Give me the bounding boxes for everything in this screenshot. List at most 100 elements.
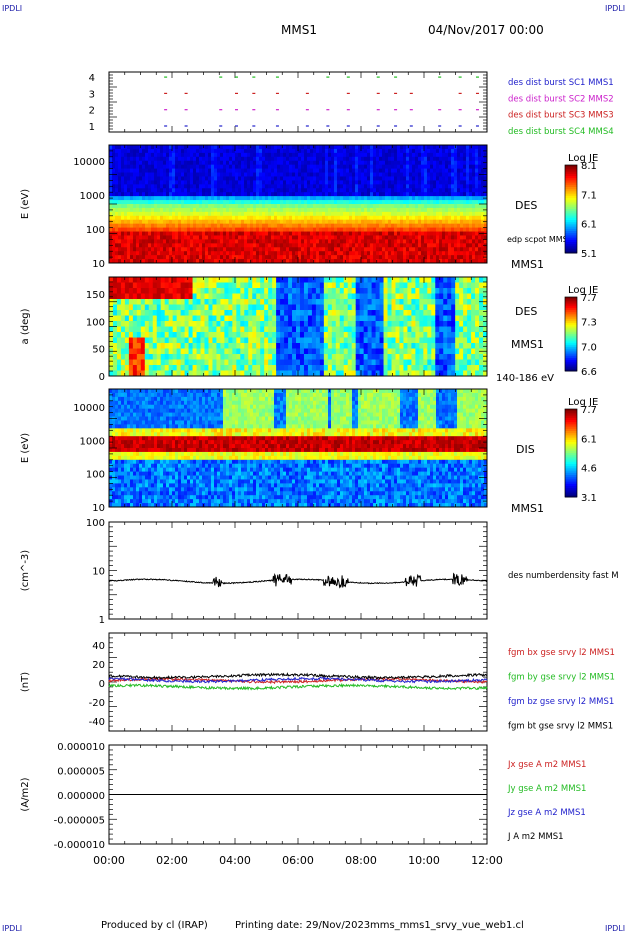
colorbar-swatch-dis-energy	[565, 453, 577, 456]
colorbar-swatch-dis-energy	[565, 426, 577, 430]
colorbar-swatch-dis-energy	[565, 483, 577, 487]
colorbar-swatch-des-pitch	[565, 356, 577, 359]
colorbar-tick-dis-energy: 3.1	[581, 493, 597, 504]
colorbar-swatch-des-energy	[565, 235, 577, 239]
colorbar-tick-des-pitch: 7.7	[581, 293, 597, 304]
colorbar-swatch-des-pitch	[565, 363, 577, 366]
colorbar-swatch-des-pitch	[565, 328, 577, 331]
colorbar-swatch-des-energy	[565, 187, 577, 190]
colorbar-tick-des-energy: 6.1	[581, 220, 597, 231]
spacecraft-label-dis-energy: MMS1	[511, 502, 544, 515]
colorbar-swatch-dis-energy	[565, 492, 577, 496]
colorbar-tick-des-energy: 7.1	[581, 190, 597, 201]
colorbar-swatch-dis-energy	[565, 488, 577, 491]
colorbar-title-dis-energy: Log JE	[568, 397, 598, 408]
colorbar-swatch-des-energy	[565, 215, 577, 219]
colorbar-swatch-dis-energy	[565, 477, 577, 480]
fgm-series-line	[108, 672, 488, 680]
colorbar-swatch-des-energy	[565, 165, 577, 168]
ytick-label-fgm: -20	[89, 698, 105, 709]
ytick-label-current: -0.000005	[54, 816, 105, 827]
ytick-label-des-pitch: 150	[86, 290, 105, 301]
colorbar-swatch-des-pitch	[565, 300, 577, 304]
colorbar-swatch-des-pitch	[565, 321, 577, 324]
des-energy-spectrogram	[109, 145, 488, 264]
header-spacecraft: MMS1	[281, 23, 317, 37]
colorbar-swatch-des-energy	[565, 173, 577, 177]
colorbar-swatch-des-pitch	[565, 297, 577, 300]
ytick-label-burst: 4	[89, 73, 95, 84]
footer-printing-date: Printing date: 29/Nov/2023	[235, 920, 371, 931]
colorbar-swatch-dis-energy	[565, 444, 577, 447]
legend-burst-sc1: des dist burst SC1 MMS1	[508, 78, 614, 88]
ytick-label-fgm: 40	[92, 641, 105, 652]
legend-burst-sc4: des dist burst SC4 MMS4	[508, 127, 614, 137]
corner-label-top-left: IPDLI	[2, 4, 23, 13]
colorbar-swatch-dis-energy	[565, 470, 577, 474]
ytick-label-current: 0.000005	[57, 767, 105, 778]
colorbar-swatch-des-pitch	[565, 343, 577, 346]
y-axis-label-des-energy: E (eV)	[20, 189, 31, 219]
legend-fgm: fgm bz gse srvy l2 MMS1	[508, 697, 614, 707]
colorbar-swatch-dis-energy	[565, 490, 577, 494]
ytick-label-fgm: 20	[92, 660, 105, 671]
legend-burst-sc2: des dist burst SC2 MMS2	[508, 94, 614, 104]
colorbar-swatch-des-energy	[565, 217, 577, 221]
legend-current: Jy gse A m2 MMS1	[507, 784, 586, 794]
ytick-label-current: -0.000010	[54, 840, 105, 851]
colorbar-swatch-des-pitch	[565, 337, 577, 341]
ytick-label-density: 10	[92, 567, 105, 578]
colorbar-swatch-des-pitch	[565, 315, 577, 318]
fgm-series-line	[108, 676, 488, 685]
xtick-label: 08:00	[345, 854, 377, 867]
footer-produced-by: Produced by cl (IRAP)	[101, 920, 208, 931]
y-axis-label-fgm: (nT)	[20, 672, 31, 692]
ytick-label-des-energy: 10	[92, 259, 105, 270]
legend-fgm: fgm bx gse srvy l2 MMS1	[508, 648, 615, 658]
colorbar-swatch-des-energy	[565, 193, 577, 197]
colorbar-frame-des-pitch	[564, 296, 578, 372]
xtick-label: 06:00	[282, 854, 314, 867]
colorbar-swatch-des-pitch	[565, 352, 577, 355]
colorbar-swatch-des-energy	[565, 189, 577, 192]
panel-label-des-energy: DES	[515, 199, 537, 212]
legend-fgm: fgm by gse srvy l2 MMS1	[508, 673, 615, 683]
colorbar-swatch-des-energy	[565, 169, 577, 173]
colorbar-swatch-dis-energy	[565, 409, 577, 412]
des-pitch-spectrogram	[109, 277, 488, 377]
colorbar-swatch-dis-energy	[565, 457, 577, 461]
colorbar-swatch-des-energy	[565, 182, 577, 186]
colorbar-swatch-des-pitch	[565, 322, 577, 326]
colorbar-swatch-des-pitch	[565, 341, 577, 344]
colorbar-tick-des-pitch: 7.3	[581, 318, 597, 329]
colorbar-swatch-des-energy	[565, 167, 577, 170]
colorbar-swatch-dis-energy	[565, 479, 577, 483]
ytick-label-burst: 1	[89, 122, 95, 133]
colorbar-tick-des-energy: 8.1	[581, 161, 597, 172]
colorbar-swatch-des-energy	[565, 198, 577, 201]
colorbar-swatch-des-energy	[565, 224, 577, 228]
colorbar-swatch-des-pitch	[565, 304, 577, 307]
colorbar-swatch-des-energy	[565, 246, 577, 250]
colorbar-swatch-des-energy	[565, 248, 577, 252]
colorbar-swatch-dis-energy	[565, 413, 577, 417]
colorbar-swatch-dis-energy	[565, 461, 577, 465]
dis-energy-spectrogram	[109, 389, 488, 508]
colorbar-tick-dis-energy: 4.6	[581, 464, 597, 475]
colorbar-swatch-des-energy	[565, 204, 577, 208]
colorbar-swatch-des-energy	[565, 191, 577, 195]
ytick-label-burst: 3	[89, 89, 95, 100]
y-axis-label-des-pitch: a (deg)	[20, 308, 31, 344]
colorbar-swatch-dis-energy	[565, 475, 577, 478]
colorbar-swatch-des-pitch	[565, 361, 577, 365]
colorbar-swatch-des-pitch	[565, 335, 577, 339]
colorbar-swatch-des-energy	[565, 250, 577, 254]
colorbar-swatch-dis-energy	[565, 448, 577, 452]
legend-current: Jx gse A m2 MMS1	[507, 760, 586, 770]
ytick-label-fgm: -40	[89, 717, 105, 728]
colorbar-tick-dis-energy: 6.1	[581, 434, 597, 445]
legend-density: des numberdensity fast M	[508, 571, 619, 581]
xtick-label: 02:00	[156, 854, 188, 867]
y-axis-label-current: (A/m2)	[20, 777, 31, 811]
